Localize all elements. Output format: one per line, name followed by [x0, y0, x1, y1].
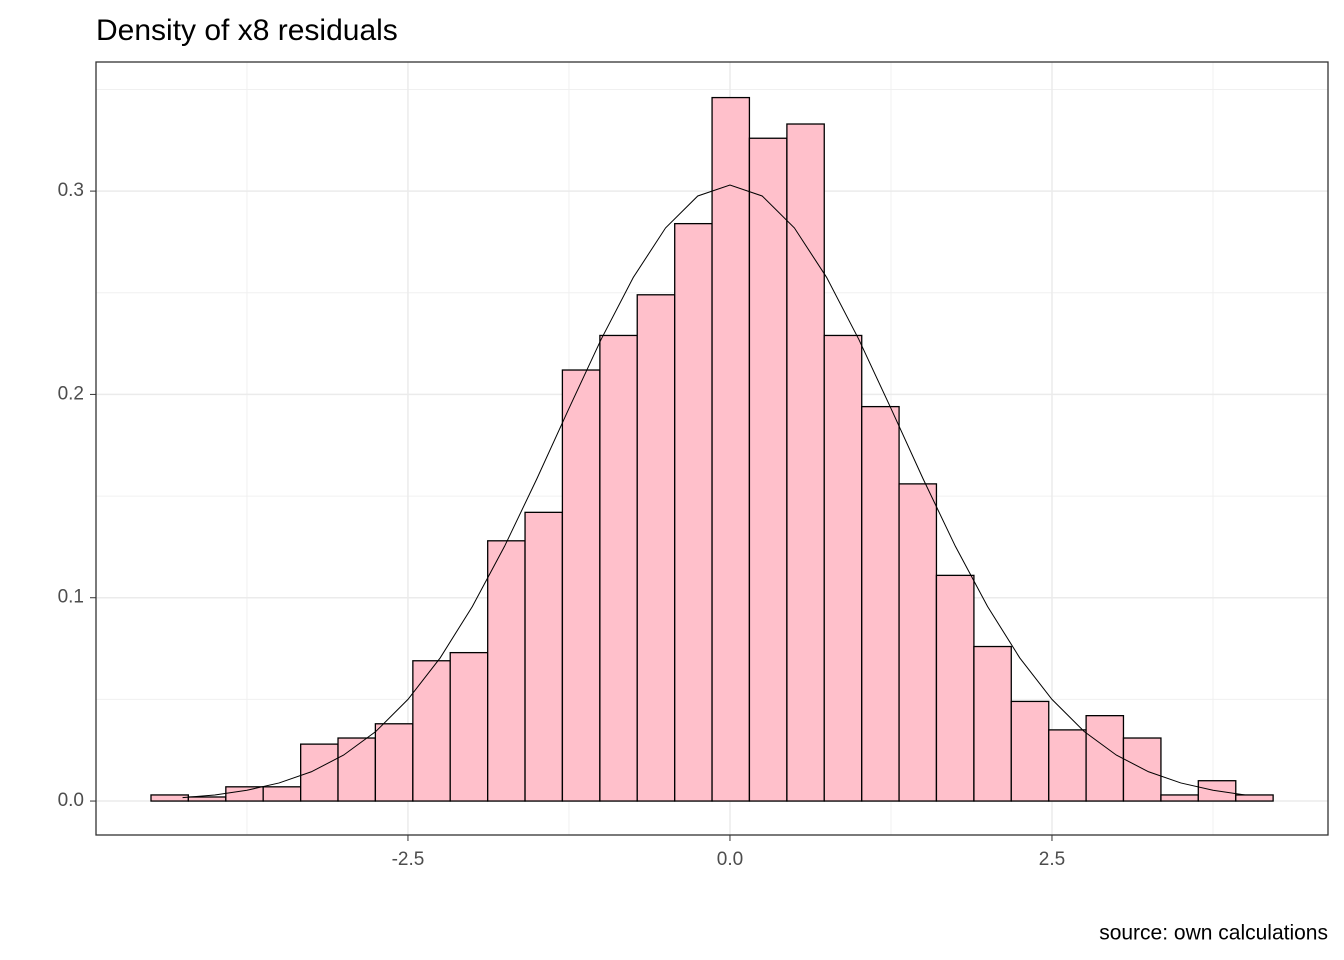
bar: [1235, 794, 1274, 802]
bar: [973, 645, 1012, 802]
bar: [861, 405, 900, 802]
bar: [262, 786, 302, 802]
bar: [1010, 700, 1050, 802]
bar: [1160, 794, 1199, 802]
y-tick-label: 0.2: [58, 383, 84, 404]
density-curve: [182, 184, 1246, 799]
bar: [674, 222, 713, 802]
y-tick-label: 0.0: [58, 790, 84, 811]
y-tick-label: 0.1: [58, 587, 84, 608]
bar: [711, 96, 751, 802]
x-tick-label: -2.5: [392, 849, 425, 870]
bar: [1085, 715, 1125, 802]
bar: [561, 369, 601, 802]
bar: [823, 334, 863, 802]
chart-title: Density of x8 residuals: [96, 14, 398, 47]
bar: [225, 786, 264, 802]
bar: [449, 651, 489, 802]
caption: source: own calculations: [1099, 922, 1328, 945]
bar: [599, 334, 638, 802]
bar: [374, 723, 414, 802]
bar: [1122, 737, 1162, 802]
bar: [300, 743, 339, 802]
bar: [748, 137, 788, 802]
x-tick-label: 2.5: [1039, 849, 1065, 870]
bar: [524, 511, 564, 802]
bar: [487, 540, 526, 802]
bar: [786, 123, 825, 802]
panel-border: [95, 61, 1329, 836]
x-tick-label: 0.0: [717, 849, 743, 870]
bar: [412, 660, 451, 802]
y-tick-label: 0.3: [58, 180, 84, 201]
bar: [636, 294, 676, 802]
bar: [187, 796, 227, 802]
bar: [898, 483, 938, 802]
bar: [337, 737, 377, 802]
bar: [1048, 729, 1087, 802]
bar: [935, 574, 975, 802]
